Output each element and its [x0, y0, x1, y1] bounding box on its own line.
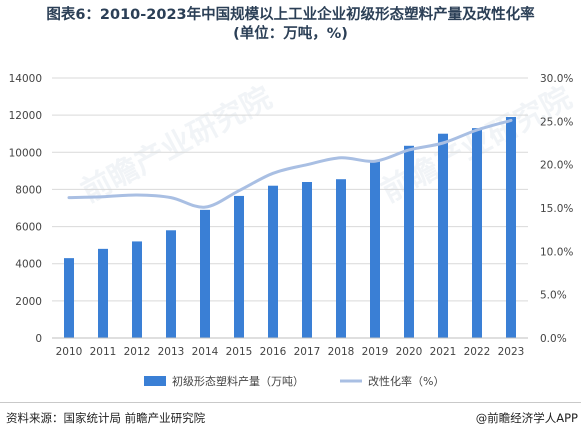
chart-title: 图表6：2010-2023年中国规模以上工业企业初级形态塑料产量及改性化率 (单…: [0, 6, 581, 44]
x-tick-label: 2015: [226, 346, 253, 358]
legend: 初级形态塑料产量（万吨） 改性化率（%）: [144, 374, 444, 388]
y-right-tick-label: 5.0%: [540, 290, 567, 302]
bar-series: [64, 117, 516, 338]
y-right-tick-label: 10.0%: [540, 246, 573, 258]
y-left-tick-label: 2000: [15, 296, 42, 308]
bar: [98, 248, 108, 338]
y-axis-left: 0 2000 4000 6000 8000 10000 12000 14000: [9, 73, 42, 345]
footer-divider: [0, 402, 581, 403]
y-right-tick-label: 25.0%: [540, 116, 573, 128]
bar: [336, 179, 346, 338]
y-right-tick-label: 20.0%: [540, 160, 573, 172]
credit: @前瞻经济学人APP: [475, 411, 578, 425]
x-tick-label: 2017: [294, 346, 321, 358]
line-path: [67, 118, 513, 209]
legend-swatch-bar: [144, 376, 166, 386]
x-tick-label: 2013: [158, 346, 185, 358]
source-note: 资料来源：国家统计局 前瞻产业研究院: [6, 411, 206, 425]
x-tick-label: 2020: [396, 346, 423, 358]
gridlines: [52, 77, 528, 339]
x-tick-label: 2012: [124, 346, 151, 358]
line-series: [67, 118, 513, 209]
title-line-1: 图表6：2010-2023年中国规模以上工业企业初级形态塑料产量及改性化率: [46, 7, 535, 23]
y-left-tick-label: 14000: [9, 73, 42, 85]
x-tick-label: 2019: [362, 346, 389, 358]
y-right-tick-label: 0.0%: [540, 333, 567, 345]
y-right-tick-label: 30.0%: [540, 73, 573, 85]
bar: [200, 209, 210, 338]
y-left-tick-label: 0: [35, 333, 42, 345]
y-left-tick-label: 4000: [15, 259, 42, 271]
y-right-tick-label: 15.0%: [540, 203, 573, 215]
chart: 0 2000 4000 6000 8000 10000 12000 14000 0.0% 5.0…: [9, 73, 574, 388]
x-tick-label: 2010: [56, 346, 83, 358]
y-left-tick-label: 12000: [9, 110, 42, 122]
bar: [166, 230, 176, 338]
x-tick-label: 2022: [464, 346, 491, 358]
y-axis-right: 0.0% 5.0% 10.0% 15.0% 20.0% 25.0% 30.0%: [540, 73, 573, 345]
y-left-tick-label: 8000: [15, 184, 42, 196]
legend-label-line: 改性化率（%）: [368, 374, 444, 388]
y-left-tick-label: 6000: [15, 222, 42, 234]
bar: [404, 145, 414, 338]
bar: [472, 128, 482, 338]
x-axis: 2010 2011 2012 2013 2014 2015 2016 2017 2018 2019…: [52, 337, 528, 358]
x-tick-label: 2023: [498, 346, 525, 358]
x-tick-label: 2021: [430, 346, 457, 358]
bar: [302, 182, 312, 338]
bar: [438, 133, 448, 338]
bar: [234, 195, 244, 338]
x-tick-label: 2018: [328, 346, 355, 358]
legend-label-bar: 初级形态塑料产量（万吨）: [172, 374, 304, 388]
bar: [268, 185, 278, 338]
title-line-2: (单位：万吨，%): [233, 26, 348, 42]
x-tick-label: 2011: [90, 346, 117, 358]
bar: [132, 241, 142, 338]
bar: [506, 117, 516, 338]
y-left-tick-label: 10000: [9, 147, 42, 159]
x-tick-label: 2016: [260, 346, 287, 358]
x-tick-label: 2014: [192, 346, 219, 358]
bar: [370, 161, 380, 338]
bar: [64, 258, 74, 338]
